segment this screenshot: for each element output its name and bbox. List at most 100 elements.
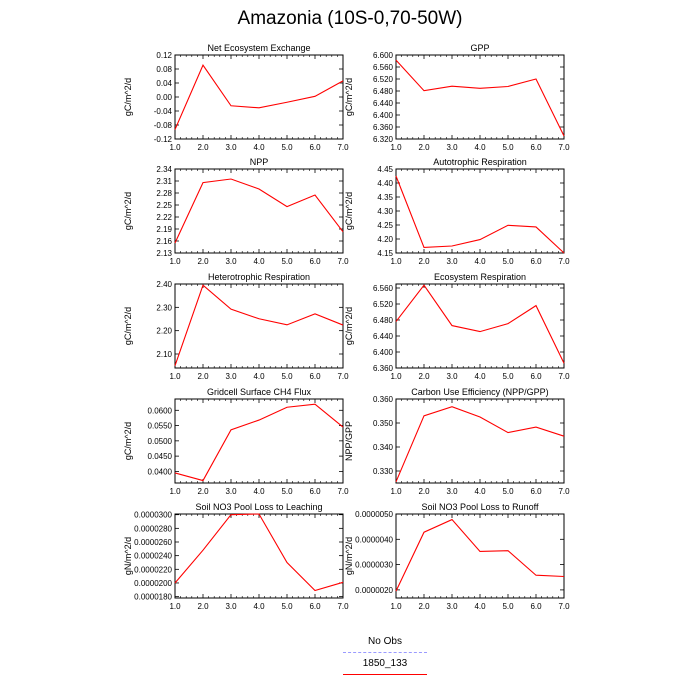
y-tick-label: 0.0450 [148, 452, 173, 461]
y-tick-label: 0.330 [373, 467, 394, 476]
y-tick-label: 2.30 [156, 303, 172, 312]
y-tick-label: 0.0000260 [134, 538, 172, 547]
panel-title: Carbon Use Efficiency (NPP/GPP) [411, 387, 548, 397]
series-line-1850-133 [395, 59, 565, 137]
y-tick-label: 6.400 [373, 111, 394, 120]
legend-line-no-obs [343, 652, 427, 653]
plot-frame [174, 283, 344, 369]
x-tick-label: 3.0 [225, 257, 237, 266]
legend-label-no-obs: No Obs [368, 636, 402, 647]
x-tick-label: 5.0 [502, 257, 514, 266]
x-tick-label: 1.0 [390, 602, 402, 611]
x-tick-label: 1.0 [390, 487, 402, 496]
y-axis-label: gN/m^2/d [344, 537, 354, 575]
x-tick-label: 6.0 [530, 487, 542, 496]
panel-title: NPP [250, 157, 269, 167]
x-tick-label: 6.0 [309, 257, 321, 266]
y-tick-label: 6.440 [373, 99, 394, 108]
y-axis-label: gN/m^2/d [123, 537, 133, 575]
x-tick-label: 6.0 [530, 372, 542, 381]
series-line-1850-133 [174, 403, 344, 482]
panel-heterotrophic-respiration: Heterotrophic Respiration gC/m^2/d 1.0 2.0 3… [123, 272, 349, 381]
panel-gpp: GPP gC/m^2/d 1.0 2.0 3.0 4.0 5.0 6.0 7.0 6.320 6.3… [344, 43, 570, 152]
x-tick-label: 1.0 [390, 143, 402, 152]
y-tick-label: 2.16 [156, 237, 172, 246]
y-tick-label: 2.22 [156, 213, 172, 222]
x-tick-label: 4.0 [474, 257, 486, 266]
y-tick-label: 0.12 [156, 51, 172, 60]
x-tick-label: 2.0 [418, 143, 430, 152]
x-tick-label: 7.0 [337, 487, 349, 496]
x-tick-label: 6.0 [530, 257, 542, 266]
y-tick-label: 2.40 [156, 280, 172, 289]
x-tick-label: 2.0 [197, 143, 209, 152]
x-tick-label: 4.0 [474, 143, 486, 152]
y-tick-label: 0.0550 [148, 422, 173, 431]
y-tick-label: 4.40 [377, 179, 393, 188]
y-axis-label: gC/m^2/d [344, 78, 354, 116]
x-tick-label: 7.0 [558, 487, 570, 496]
series-line-1850-133 [174, 284, 344, 366]
x-tick-label: 3.0 [225, 143, 237, 152]
series-line-1850-133 [395, 284, 565, 364]
y-tick-label: 2.31 [156, 177, 172, 186]
y-tick-label: 0.0000180 [134, 593, 172, 602]
y-tick-label: 0.0600 [148, 406, 173, 415]
y-axis-label: NPP/GPP [344, 421, 354, 461]
y-tick-label: 4.35 [377, 193, 393, 202]
x-tick-label: 5.0 [502, 372, 514, 381]
x-tick-label: 3.0 [446, 372, 458, 381]
y-tick-label: 0.0000050 [355, 510, 393, 519]
figure-title: Amazonia (10S-0,70-50W) [237, 8, 463, 29]
y-tick-label: 4.30 [377, 207, 393, 216]
x-tick-label: 6.0 [530, 602, 542, 611]
x-tick-label: 7.0 [558, 257, 570, 266]
x-tick-label: 5.0 [502, 487, 514, 496]
x-tick-label: 2.0 [197, 372, 209, 381]
x-tick-label: 1.0 [169, 143, 181, 152]
x-tick-label: 3.0 [225, 372, 237, 381]
x-tick-label: 7.0 [558, 143, 570, 152]
y-tick-label: 0.04 [156, 79, 172, 88]
plot-frame [174, 54, 344, 140]
plot-frame [174, 513, 344, 599]
x-tick-label: 1.0 [169, 372, 181, 381]
x-tick-label: 2.0 [418, 487, 430, 496]
y-tick-label: 0.0400 [148, 467, 173, 476]
x-tick-label: 7.0 [337, 143, 349, 152]
y-tick-label: 6.320 [373, 135, 394, 144]
x-tick-label: 7.0 [337, 372, 349, 381]
y-tick-label: 4.15 [377, 249, 393, 258]
plot-frame [395, 54, 565, 140]
x-tick-label: 6.0 [309, 372, 321, 381]
x-tick-label: 3.0 [446, 602, 458, 611]
series-line-1850-133 [395, 406, 565, 483]
y-tick-label: 0.350 [373, 419, 394, 428]
x-tick-label: 7.0 [337, 257, 349, 266]
x-tick-label: 5.0 [281, 487, 293, 496]
y-axis-label: gC/m^2/d [123, 192, 133, 230]
x-tick-label: 1.0 [169, 602, 181, 611]
y-tick-label: 0.0000300 [134, 511, 172, 520]
x-tick-label: 1.0 [390, 257, 402, 266]
panel-ecosystem-respiration: Ecosystem Respiration gC/m^2/d 1.0 2.0 3.0 4.… [344, 272, 570, 381]
legend-line-1850-133 [343, 674, 427, 675]
panel-soil-no3-pool-loss-to-runoff: Soil NO3 Pool Loss to Runoff gN/m^2/d 1.0 2… [344, 502, 570, 611]
y-tick-label: 6.360 [373, 123, 394, 132]
y-tick-label: -0.12 [154, 135, 173, 144]
x-tick-label: 5.0 [502, 143, 514, 152]
x-tick-label: 3.0 [225, 602, 237, 611]
x-tick-label: 2.0 [418, 602, 430, 611]
panel-title: Soil NO3 Pool Loss to Runoff [422, 502, 539, 512]
x-tick-label: 6.0 [309, 487, 321, 496]
y-axis-label: gC/m^2/d [344, 192, 354, 230]
x-tick-label: 4.0 [253, 143, 265, 152]
x-tick-label: 1.0 [390, 372, 402, 381]
y-tick-label: 6.400 [373, 348, 394, 357]
y-tick-label: -0.04 [154, 107, 173, 116]
panel-gridcell-surface-ch4-flux: Gridcell Surface CH4 Flux gC/m^2/d 1.0 2.0 3… [123, 387, 349, 496]
panel-title: Heterotrophic Respiration [208, 272, 310, 282]
y-tick-label: 2.10 [156, 350, 172, 359]
y-tick-label: 0.00 [156, 93, 172, 102]
x-tick-label: 4.0 [253, 487, 265, 496]
